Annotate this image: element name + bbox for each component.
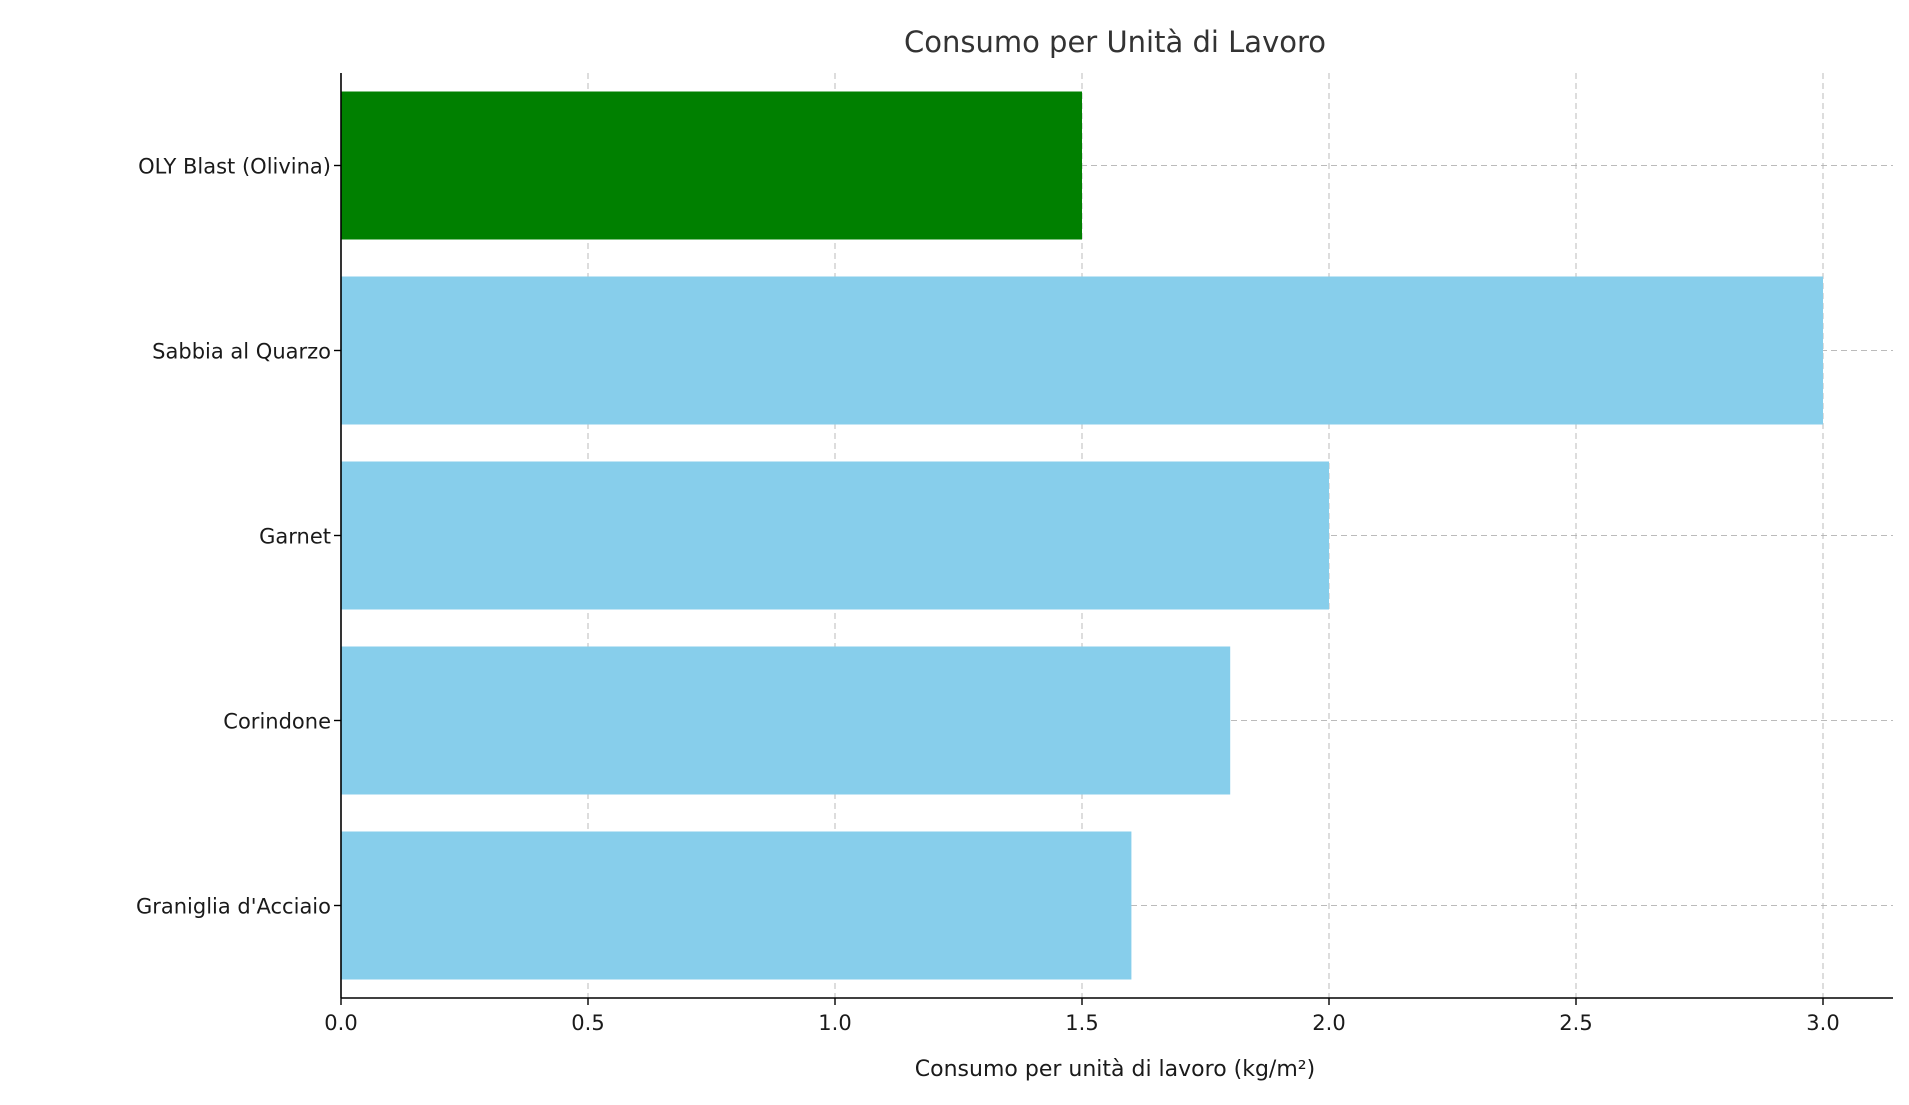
y-tick-label: Graniglia d'Acciaio bbox=[136, 895, 331, 919]
x-tick-label: 2.5 bbox=[1559, 1011, 1592, 1035]
x-tick-label: 0.0 bbox=[324, 1011, 357, 1035]
bar-oly-blast-olivina bbox=[341, 91, 1082, 240]
x-tick-label: 1.5 bbox=[1065, 1011, 1098, 1035]
x-tick-label: 3.0 bbox=[1806, 1011, 1839, 1035]
y-tick-label: Sabbia al Quarzo bbox=[152, 340, 331, 364]
y-tick-label: OLY Blast (Olivina) bbox=[138, 155, 331, 179]
ticks: 0.0 0.5 1.0 1.5 2.0 2.5 3.0 OLY Blast (Olivina)… bbox=[136, 155, 1840, 1036]
y-tick-label: Garnet bbox=[259, 525, 331, 549]
x-tick-label: 0.5 bbox=[571, 1011, 604, 1035]
bar-graniglia-d-acciaio bbox=[341, 831, 1132, 980]
chart-title: Consumo per Unità di Lavoro bbox=[904, 25, 1326, 59]
bar-corindone bbox=[341, 646, 1231, 795]
x-axis-label: Consumo per unità di lavoro (kg/m²) bbox=[915, 1057, 1315, 1082]
bar-garnet bbox=[341, 461, 1329, 610]
x-tick-label: 1.0 bbox=[818, 1011, 851, 1035]
y-tick-label: Corindone bbox=[223, 710, 331, 734]
bars bbox=[341, 91, 1823, 980]
x-tick-label: 2.0 bbox=[1312, 1011, 1345, 1035]
bar-sabbia-al-quarzo bbox=[341, 276, 1823, 425]
